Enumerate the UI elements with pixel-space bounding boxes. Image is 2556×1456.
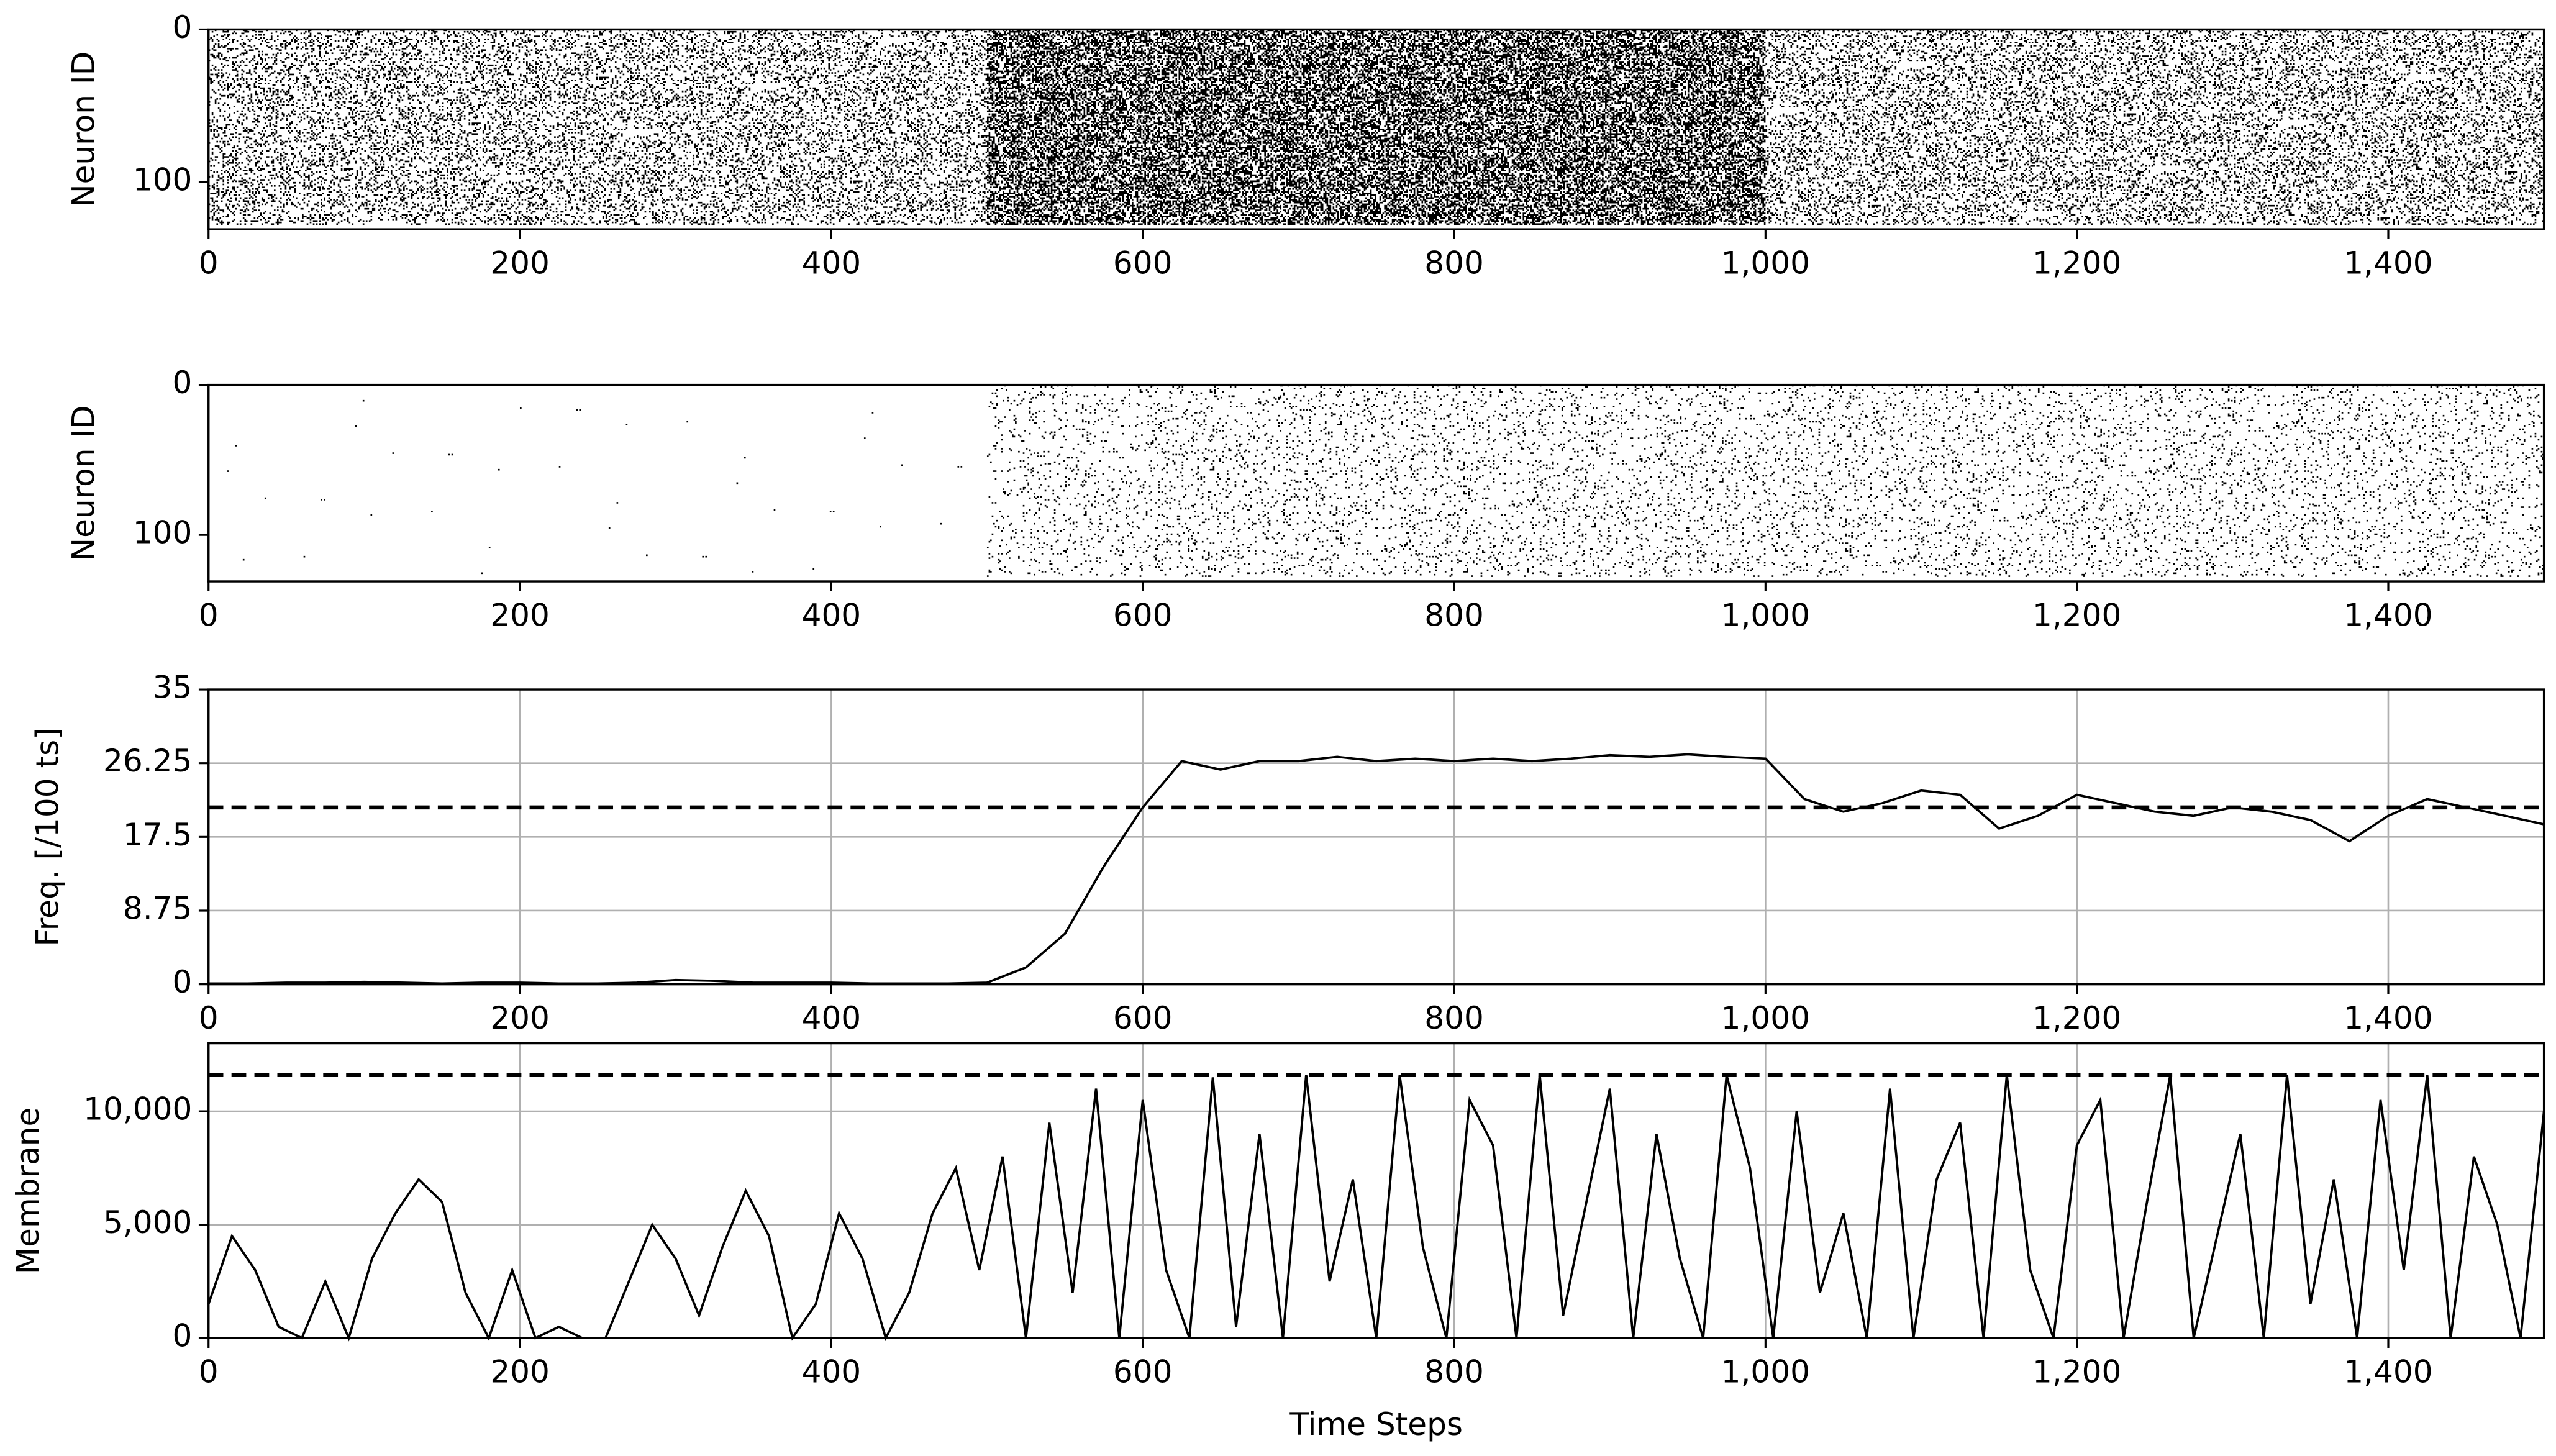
- y-axis-label: Neuron ID: [66, 405, 102, 561]
- data-line: [207, 1075, 2545, 1342]
- x-tick-label: 200: [490, 1000, 550, 1036]
- spike-block: [1298, 29, 1455, 225]
- x-tick-label: 1,400: [2344, 598, 2432, 634]
- spike-block: [1921, 384, 2077, 577]
- x-tick-label: 600: [1113, 598, 1173, 634]
- x-tick-label: 0: [199, 245, 219, 281]
- spike-block: [1609, 384, 1766, 577]
- x-tick-label: 600: [1113, 1000, 1173, 1036]
- data-line: [208, 753, 2545, 985]
- y-tick-label: 100: [133, 162, 193, 198]
- x-tick-label: 800: [1424, 1000, 1484, 1036]
- x-tick-label: 1,000: [1721, 245, 1810, 281]
- spike-block: [1921, 29, 2077, 225]
- spike-block: [1142, 384, 1299, 577]
- x-tick-label: 800: [1424, 1354, 1484, 1390]
- x-tick-label: 1,400: [2344, 1354, 2432, 1390]
- y-tick-label: 26.25: [103, 743, 192, 779]
- x-tick-label: 800: [1424, 598, 1484, 634]
- spike-block: [831, 29, 988, 225]
- spike-block: [2232, 29, 2389, 225]
- x-tick-label: 1,200: [2032, 1354, 2121, 1390]
- spike-block: [519, 29, 676, 225]
- y-axis-label: Neuron ID: [66, 52, 102, 207]
- spike-block: [675, 29, 832, 225]
- x-tick-label: 0: [199, 1354, 219, 1390]
- x-axis-label: Time Steps: [1289, 1406, 1463, 1442]
- y-tick-label: 35: [153, 670, 193, 706]
- spike-block: [1453, 384, 1610, 577]
- x-tick-label: 200: [490, 245, 550, 281]
- y-tick-label: 8.75: [123, 890, 193, 926]
- spike-block: [364, 29, 521, 225]
- y-tick-label: 0: [173, 9, 193, 45]
- spike-block: [519, 407, 648, 557]
- axes-frame: [207, 383, 2545, 583]
- x-tick-label: 1,200: [2032, 1000, 2121, 1036]
- x-tick-label: 1,400: [2344, 245, 2432, 281]
- y-tick-label: 100: [133, 515, 193, 551]
- y-tick-label: 5,000: [103, 1204, 192, 1240]
- x-tick-label: 0: [199, 1000, 219, 1036]
- x-tick-label: 600: [1113, 245, 1173, 281]
- x-tick-label: 400: [802, 598, 862, 634]
- spike-block: [1142, 29, 1299, 225]
- spike-block: [1765, 384, 1922, 577]
- axes-frame: [207, 1042, 2545, 1339]
- axes-frame: [207, 28, 2545, 230]
- y-tick-label: 10,000: [83, 1091, 192, 1127]
- spike-block: [2388, 384, 2544, 577]
- x-tick-label: 600: [1113, 1354, 1173, 1390]
- x-tick-label: 1,000: [1721, 1354, 1810, 1390]
- x-tick-label: 200: [490, 1354, 550, 1390]
- y-axis-label: Freq. [/100 ts]: [29, 727, 65, 946]
- spike-block: [2076, 384, 2233, 577]
- spike-block: [1765, 29, 1922, 225]
- spike-block: [832, 412, 963, 528]
- x-tick-label: 1,400: [2344, 1000, 2432, 1036]
- spike-block: [1453, 29, 1610, 225]
- y-axis-label: Membrane: [10, 1108, 46, 1274]
- spike-block: [208, 29, 365, 225]
- spike-block: [2076, 29, 2233, 225]
- x-tick-label: 400: [802, 1000, 862, 1036]
- x-tick-label: 400: [802, 245, 862, 281]
- spike-block: [1609, 29, 1766, 225]
- x-tick-label: 1,000: [1721, 1000, 1810, 1036]
- y-tick-label: 0: [173, 1318, 193, 1354]
- x-tick-label: 1,000: [1721, 598, 1810, 634]
- x-tick-label: 1,200: [2032, 598, 2121, 634]
- spike-block: [986, 384, 1143, 577]
- x-tick-label: 800: [1424, 245, 1484, 281]
- spike-block: [2388, 29, 2544, 225]
- spike-block: [227, 399, 365, 561]
- x-tick-label: 400: [802, 1354, 862, 1390]
- spike-block: [2232, 384, 2389, 577]
- x-tick-label: 200: [490, 598, 550, 634]
- x-tick-label: 0: [199, 598, 219, 634]
- y-tick-label: 0: [173, 964, 193, 1000]
- spike-block: [686, 421, 832, 573]
- spike-block: [370, 452, 500, 575]
- spike-block: [1298, 384, 1455, 577]
- spike-block: [986, 29, 1143, 225]
- y-tick-label: 0: [173, 365, 193, 401]
- x-tick-label: 1,200: [2032, 245, 2121, 281]
- y-tick-label: 17.5: [123, 817, 193, 853]
